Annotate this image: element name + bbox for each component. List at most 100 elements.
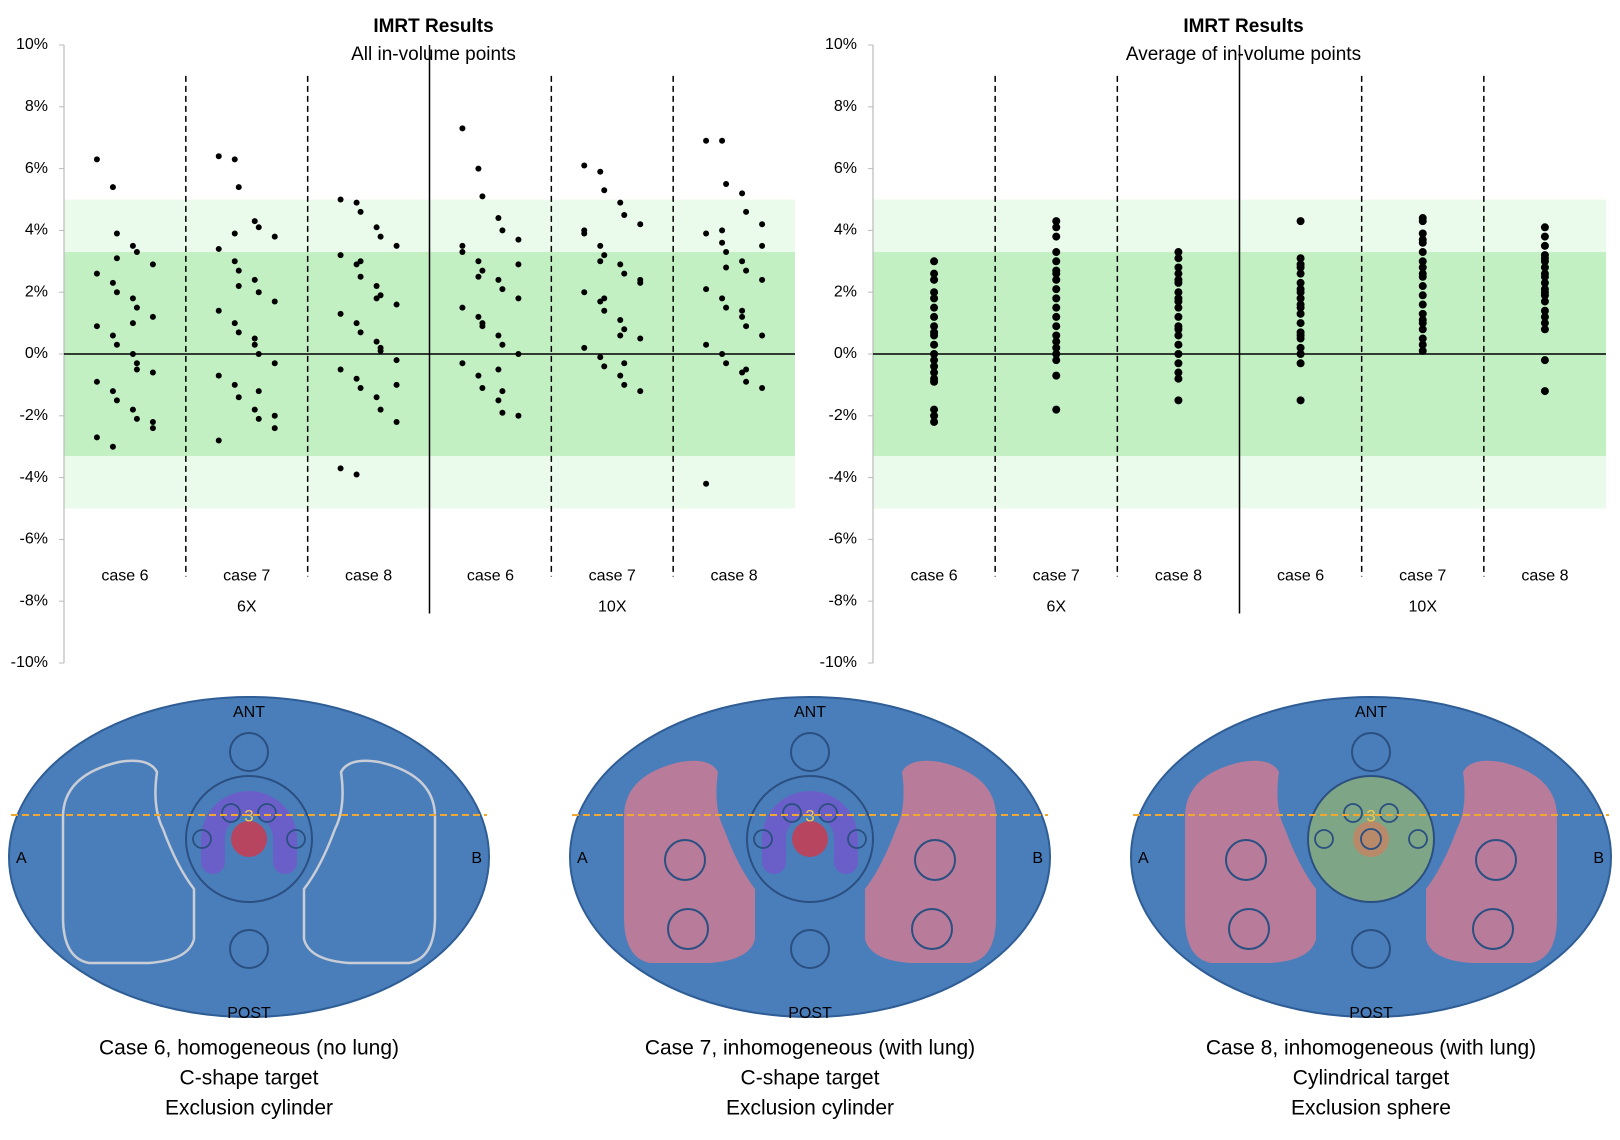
data-point bbox=[235, 283, 242, 290]
data-point bbox=[113, 289, 120, 296]
x-category-label: case 6 bbox=[101, 568, 148, 585]
data-point bbox=[1174, 288, 1183, 297]
phantom-diagram: 3 ANT POST A B bbox=[8, 696, 490, 1022]
data-point bbox=[357, 384, 364, 391]
data-point bbox=[759, 276, 766, 283]
data-point bbox=[1052, 275, 1061, 284]
data-point bbox=[235, 267, 242, 274]
data-point bbox=[1052, 269, 1061, 278]
data-point bbox=[231, 381, 238, 388]
data-point bbox=[1418, 346, 1427, 355]
data-point bbox=[337, 310, 344, 317]
data-point bbox=[1540, 223, 1549, 232]
data-point bbox=[479, 267, 486, 274]
data-point bbox=[1418, 229, 1427, 238]
x-category-label: case 8 bbox=[1155, 568, 1202, 585]
insert-top bbox=[790, 732, 830, 772]
measure-point bbox=[847, 829, 867, 849]
data-point bbox=[1174, 325, 1183, 334]
data-point bbox=[495, 215, 502, 222]
data-point bbox=[1052, 312, 1061, 321]
data-point bbox=[353, 375, 360, 382]
data-point bbox=[231, 258, 238, 265]
x-category-label: case 6 bbox=[911, 568, 958, 585]
data-point bbox=[149, 418, 156, 425]
data-point bbox=[393, 357, 400, 364]
data-point bbox=[113, 341, 120, 348]
data-point bbox=[357, 329, 364, 336]
y-tick-label: 6% bbox=[834, 160, 857, 177]
data-point bbox=[215, 153, 222, 160]
data-point bbox=[723, 181, 730, 188]
measure-point bbox=[221, 803, 241, 823]
exclusion-sphere bbox=[1353, 821, 1389, 857]
y-tick-label: 0% bbox=[25, 345, 48, 362]
data-point bbox=[601, 295, 608, 302]
data-point bbox=[1052, 285, 1061, 294]
data-point bbox=[1296, 263, 1305, 272]
post-label: POST bbox=[227, 1005, 271, 1022]
data-point bbox=[1052, 371, 1061, 380]
side-a-label: A bbox=[577, 850, 588, 867]
data-point bbox=[930, 328, 939, 337]
y-tick-label: -2% bbox=[829, 407, 857, 424]
data-point bbox=[393, 418, 400, 425]
data-point bbox=[703, 341, 710, 348]
side-a-label: A bbox=[1138, 850, 1149, 867]
data-point bbox=[109, 184, 116, 191]
data-point bbox=[1418, 282, 1427, 291]
data-point bbox=[479, 320, 486, 327]
data-point bbox=[499, 286, 506, 293]
data-point bbox=[515, 236, 522, 243]
data-point bbox=[637, 335, 644, 342]
data-point bbox=[499, 341, 506, 348]
data-point bbox=[1296, 319, 1305, 328]
data-point bbox=[617, 317, 624, 324]
data-point bbox=[1540, 387, 1549, 396]
insert-top bbox=[229, 732, 269, 772]
data-point bbox=[1540, 263, 1549, 272]
x-category-label: case 7 bbox=[223, 568, 270, 585]
lung-insert bbox=[911, 908, 953, 950]
data-point bbox=[930, 411, 939, 420]
measure-point bbox=[257, 803, 277, 823]
data-point bbox=[251, 276, 258, 283]
data-point bbox=[1174, 297, 1183, 306]
ant-label: ANT bbox=[233, 704, 265, 721]
y-tick-label: 0% bbox=[834, 345, 857, 362]
data-point bbox=[597, 242, 604, 249]
data-point bbox=[393, 301, 400, 308]
data-point bbox=[1174, 350, 1183, 358]
data-point bbox=[1540, 297, 1549, 306]
data-point bbox=[930, 340, 939, 349]
y-tick-label: 2% bbox=[25, 283, 48, 300]
data-point bbox=[1296, 269, 1305, 278]
data-point bbox=[930, 275, 939, 284]
data-point bbox=[1296, 278, 1305, 287]
data-point bbox=[149, 425, 156, 432]
measure-point bbox=[286, 829, 306, 849]
side-b-label: B bbox=[1593, 850, 1604, 867]
data-point bbox=[255, 224, 262, 231]
lung-insert bbox=[1225, 839, 1267, 881]
data-point bbox=[271, 425, 278, 432]
side-a-label: A bbox=[16, 850, 27, 867]
y-tick-label: -4% bbox=[829, 469, 857, 486]
data-point bbox=[930, 303, 939, 312]
data-point bbox=[113, 230, 120, 237]
data-point bbox=[1174, 269, 1183, 278]
ant-label: ANT bbox=[794, 704, 826, 721]
data-point bbox=[1296, 217, 1305, 226]
data-point bbox=[1540, 356, 1549, 365]
x-category-label: case 7 bbox=[1399, 568, 1446, 585]
data-point bbox=[617, 261, 624, 268]
data-point bbox=[1540, 319, 1549, 328]
y-tick-label: 4% bbox=[834, 222, 857, 239]
data-point bbox=[1174, 331, 1183, 340]
data-point bbox=[759, 332, 766, 339]
x-group-label: 10X bbox=[598, 599, 627, 616]
chart-title: IMRT Results bbox=[1183, 16, 1303, 37]
lung bbox=[1426, 760, 1557, 963]
data-point bbox=[719, 239, 726, 246]
data-point bbox=[1174, 312, 1183, 321]
